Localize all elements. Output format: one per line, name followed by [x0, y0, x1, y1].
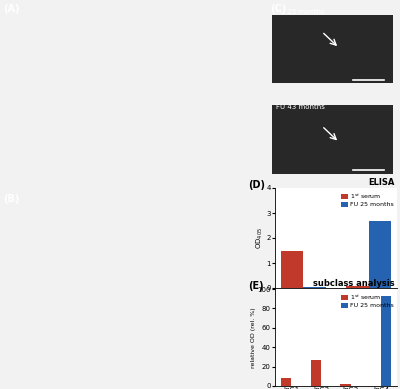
Bar — [310, 360, 321, 386]
Text: (D): (D) — [248, 180, 265, 190]
Text: (A): (A) — [3, 4, 19, 14]
Bar — [340, 384, 351, 386]
Legend: 1$^{st}$ serum, FU 25 months: 1$^{st}$ serum, FU 25 months — [341, 191, 394, 208]
Bar — [381, 296, 392, 386]
Bar — [280, 378, 291, 386]
Legend: 1$^{st}$ serum, FU 25 months: 1$^{st}$ serum, FU 25 months — [341, 292, 394, 309]
Y-axis label: relative OD (rel. %): relative OD (rel. %) — [251, 307, 256, 368]
Bar — [369, 221, 392, 288]
Text: FU 43 months: FU 43 months — [276, 103, 325, 110]
Text: (E): (E) — [248, 281, 264, 291]
Bar — [280, 251, 303, 288]
Bar — [272, 15, 393, 83]
Text: (B): (B) — [3, 194, 19, 204]
Text: subclass analysis: subclass analysis — [313, 279, 394, 288]
Y-axis label: OD$_{405}$: OD$_{405}$ — [255, 227, 265, 249]
Bar — [272, 105, 393, 174]
Text: FU 25 months: FU 25 months — [276, 9, 324, 15]
Text: ELISA: ELISA — [368, 178, 394, 187]
Bar — [346, 286, 369, 288]
Bar — [303, 287, 326, 288]
Text: (C): (C) — [270, 4, 287, 14]
